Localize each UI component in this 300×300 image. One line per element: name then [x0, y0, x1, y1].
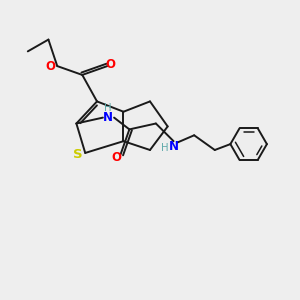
Text: O: O	[46, 60, 56, 73]
Text: N: N	[169, 140, 178, 153]
Text: O: O	[106, 58, 116, 71]
Text: N: N	[103, 111, 113, 124]
Text: S: S	[73, 148, 83, 161]
Text: H: H	[104, 103, 112, 113]
Text: H: H	[161, 142, 169, 153]
Text: O: O	[111, 151, 121, 164]
